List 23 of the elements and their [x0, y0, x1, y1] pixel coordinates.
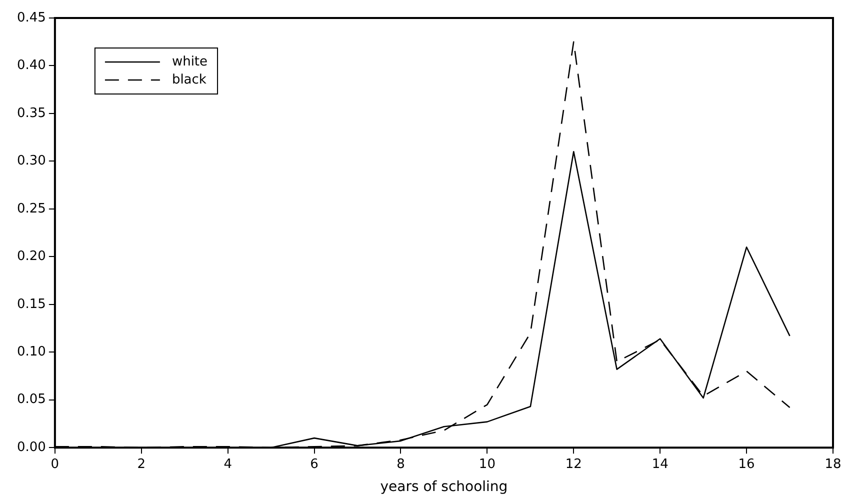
x-tick-label: 4	[224, 456, 232, 472]
legend-label: white	[172, 54, 208, 70]
legend-label: black	[172, 72, 207, 88]
y-tick-label: 0.05	[16, 392, 46, 408]
x-tick-label: 14	[652, 456, 668, 472]
x-tick-label: 6	[310, 456, 318, 472]
y-tick-label: 0.15	[16, 296, 46, 312]
x-tick-label: 18	[824, 456, 842, 472]
y-tick-label: 0.35	[16, 106, 46, 121]
y-tick-label: 0.00	[16, 440, 46, 455]
y-tick-label: 0.45	[16, 10, 46, 26]
y-tick-label: 0.40	[16, 58, 46, 74]
y-tick-label: 0.30	[16, 154, 46, 169]
x-tick-label: 10	[478, 456, 496, 472]
y-tick-label: 0.10	[16, 344, 46, 360]
x-axis-title: years of schooling	[380, 479, 508, 496]
x-tick-label: 0	[50, 456, 60, 472]
x-tick-label: 16	[738, 456, 755, 472]
y-tick-label: 0.20	[16, 249, 46, 264]
x-tick-label: 12	[565, 456, 582, 472]
x-tick-label: 8	[396, 456, 405, 472]
y-tick-label: 0.25	[16, 201, 46, 216]
x-tick-label: 2	[137, 456, 146, 472]
